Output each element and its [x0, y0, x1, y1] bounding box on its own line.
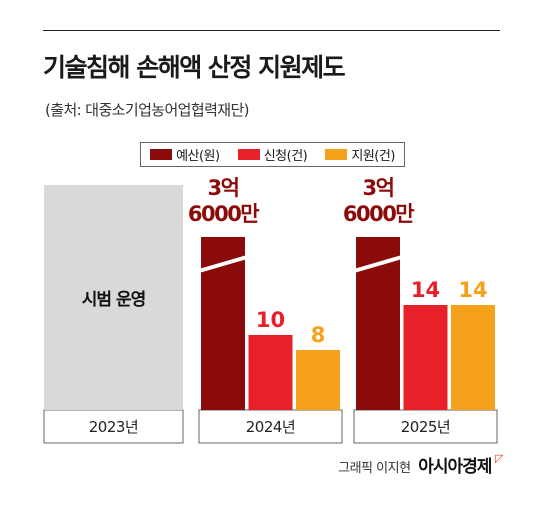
top-rule	[43, 30, 500, 31]
bar-2-1	[296, 350, 340, 410]
x-tick-label-0: 2023년	[89, 418, 138, 436]
bar-1-2	[403, 305, 448, 410]
category-box-0	[43, 409, 184, 444]
axis-break-mark-2	[353, 255, 403, 273]
legend-item-budget: 예산(원)	[150, 145, 220, 164]
x-tick-label-1: 2024년	[246, 418, 295, 436]
placeholder-label: 시범 운영	[82, 290, 145, 310]
data-label-2-2: 14	[458, 278, 487, 302]
data-label-0-1: 3억 6000만	[188, 176, 259, 226]
data-label-0-2: 3억 6000만	[343, 176, 414, 226]
bar-1-1	[248, 335, 293, 410]
data-label-1-1: 10	[256, 308, 285, 332]
placeholder-bar	[44, 185, 183, 410]
publisher-logo: 아시아경제	[418, 457, 492, 477]
chart-legend: 예산(원) 신청(건) 지원(건)	[140, 142, 405, 167]
x-tick-label-2: 2025년	[401, 418, 450, 436]
legend-swatch-supported	[325, 149, 348, 160]
credit-author: 그래픽 이지현	[338, 461, 411, 476]
legend-swatch-applications	[237, 149, 260, 160]
legend-item-supported: 지원(건)	[325, 145, 395, 164]
legend-item-applications: 신청(건)	[237, 145, 308, 164]
legend-label-budget: 예산(원)	[176, 149, 220, 164]
category-box-2	[353, 409, 498, 444]
category-box-1	[198, 409, 343, 444]
data-label-1-2: 14	[411, 278, 440, 302]
data-label-2-1: 8	[311, 323, 326, 347]
legend-label-applications: 신청(건)	[263, 149, 308, 164]
bar-2-2	[451, 305, 495, 410]
logo-mark-icon: ◸	[495, 452, 503, 465]
legend-label-supported: 지원(건)	[351, 149, 395, 164]
graphic-credit: 그래픽 이지현 아시아경제 ◸	[338, 452, 503, 477]
legend-swatch-budget	[150, 149, 173, 160]
chart-title: 기술침해 손해액 산정 지원제도	[43, 53, 346, 82]
chart-source: (출처: 대중소기업농어업협력재단)	[45, 101, 250, 119]
axis-break-mark-1	[198, 255, 248, 273]
